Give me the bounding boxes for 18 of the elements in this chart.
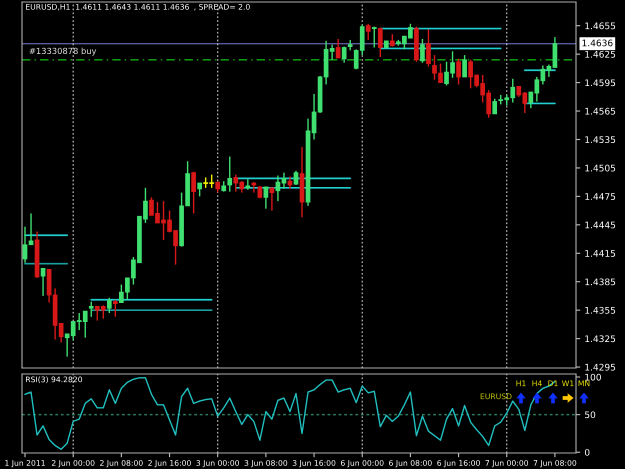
y-tick-label: 1.4475 <box>585 193 616 200</box>
y-tick-label: 1.4445 <box>585 222 616 228</box>
y-tick-label: 1.4355 <box>585 306 616 314</box>
y-tick-label: 1.4325 <box>585 335 616 342</box>
y-tick-label: 50 <box>585 411 596 418</box>
y-tick-label: 1.4625 <box>585 50 616 58</box>
ref-line-label: 1.4636 <box>582 40 613 46</box>
y-tick-label: 0 <box>584 448 590 456</box>
y-tick-label: 1.4565 <box>585 108 616 115</box>
y-tick-label: 1.4295 <box>585 364 616 371</box>
y-tick-label: 100 <box>585 374 601 381</box>
y-tick-label: 1.4385 <box>585 278 616 286</box>
y-tick-label: 1.4415 <box>585 250 616 257</box>
ref-line-label: #13330878 buy <box>30 48 96 56</box>
y-tick-label: 1.4595 <box>585 79 616 86</box>
y-tick-label: 1.4505 <box>585 164 616 172</box>
y-tick-label: 1.4535 <box>585 136 616 144</box>
y-tick-label: 1.4655 <box>585 22 616 30</box>
